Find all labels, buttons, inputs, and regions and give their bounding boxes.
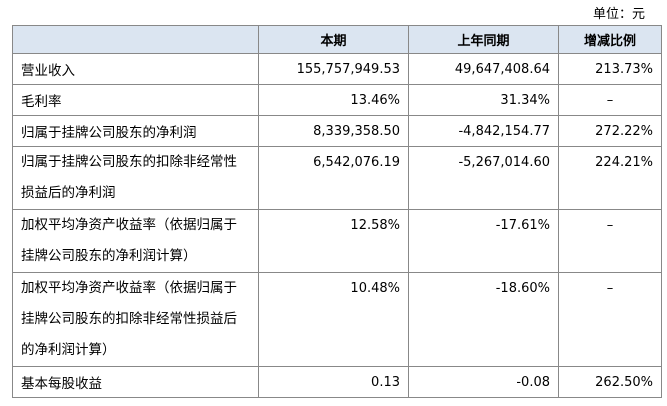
table-row: 毛利率 13.46% 31.34% – [12, 84, 662, 116]
value-cell: 31.34% [408, 84, 559, 116]
value-cell: 6,542,076.19 [258, 146, 409, 210]
table-row: 归属于挂牌公司股东的净利润 8,339,358.50 -4,842,154.77 27… [12, 115, 662, 147]
header-cell: 上年同期 [408, 25, 559, 54]
row-label: 营业收入 [12, 53, 259, 85]
value-cell: 155,757,949.53 [258, 53, 409, 85]
table-body: 营业收入 155,757,949.53 49,647,408.64 213.73% 毛利… [12, 53, 662, 398]
value-cell: 13.46% [258, 84, 409, 116]
value-cell: – [558, 272, 662, 367]
header-cell [12, 25, 259, 54]
unit-label: 单位：元 [592, 7, 645, 22]
header-row: 本期 上年同期 增减比例 [12, 25, 662, 54]
value-cell: 49,647,408.64 [408, 53, 559, 85]
row-label: 基本每股收益 [12, 366, 259, 398]
row-label: 加权平均净资产收益率（依据归属于挂牌公司股东的扣除非经常性损益后的净利润计算） [12, 272, 259, 367]
row-label: 归属于挂牌公司股东的净利润 [12, 115, 259, 147]
table-row: 加权平均净资产收益率（依据归属于挂牌公司股东的扣除非经常性损益后的净利润计算） 1… [12, 272, 662, 367]
value-cell: – [558, 84, 662, 116]
row-label: 毛利率 [12, 84, 259, 116]
value-cell: 272.22% [558, 115, 662, 147]
value-cell: -4,842,154.77 [408, 115, 559, 147]
value-cell: -18.60% [408, 272, 559, 367]
value-cell: 262.50% [558, 366, 662, 398]
financial-table: 本期 上年同期 增减比例 营业收入 155,757,949.53 49,647,40… [12, 25, 662, 398]
table-row: 营业收入 155,757,949.53 49,647,408.64 213.73% [12, 53, 662, 85]
table-row: 归属于挂牌公司股东的扣除非经常性损益后的净利润 6,542,076.19 -5,26… [12, 146, 662, 210]
header-cell: 本期 [258, 25, 409, 54]
value-cell: 12.58% [258, 209, 409, 273]
value-cell: 224.21% [558, 146, 662, 210]
value-cell: – [558, 209, 662, 273]
value-cell: -0.08 [408, 366, 559, 398]
header-cell: 增减比例 [558, 25, 662, 54]
value-cell: 0.13 [258, 366, 409, 398]
value-cell: 10.48% [258, 272, 409, 367]
value-cell: 8,339,358.50 [258, 115, 409, 147]
table-row: 基本每股收益 0.13 -0.08 262.50% [12, 366, 662, 398]
value-cell: -5,267,014.60 [408, 146, 559, 210]
value-cell: -17.61% [408, 209, 559, 273]
row-label: 归属于挂牌公司股东的扣除非经常性损益后的净利润 [12, 146, 259, 210]
row-label: 加权平均净资产收益率（依据归属于挂牌公司股东的净利润计算） [12, 209, 259, 273]
value-cell: 213.73% [558, 53, 662, 85]
table-row: 加权平均净资产收益率（依据归属于挂牌公司股东的净利润计算） 12.58% -17.6… [12, 209, 662, 273]
